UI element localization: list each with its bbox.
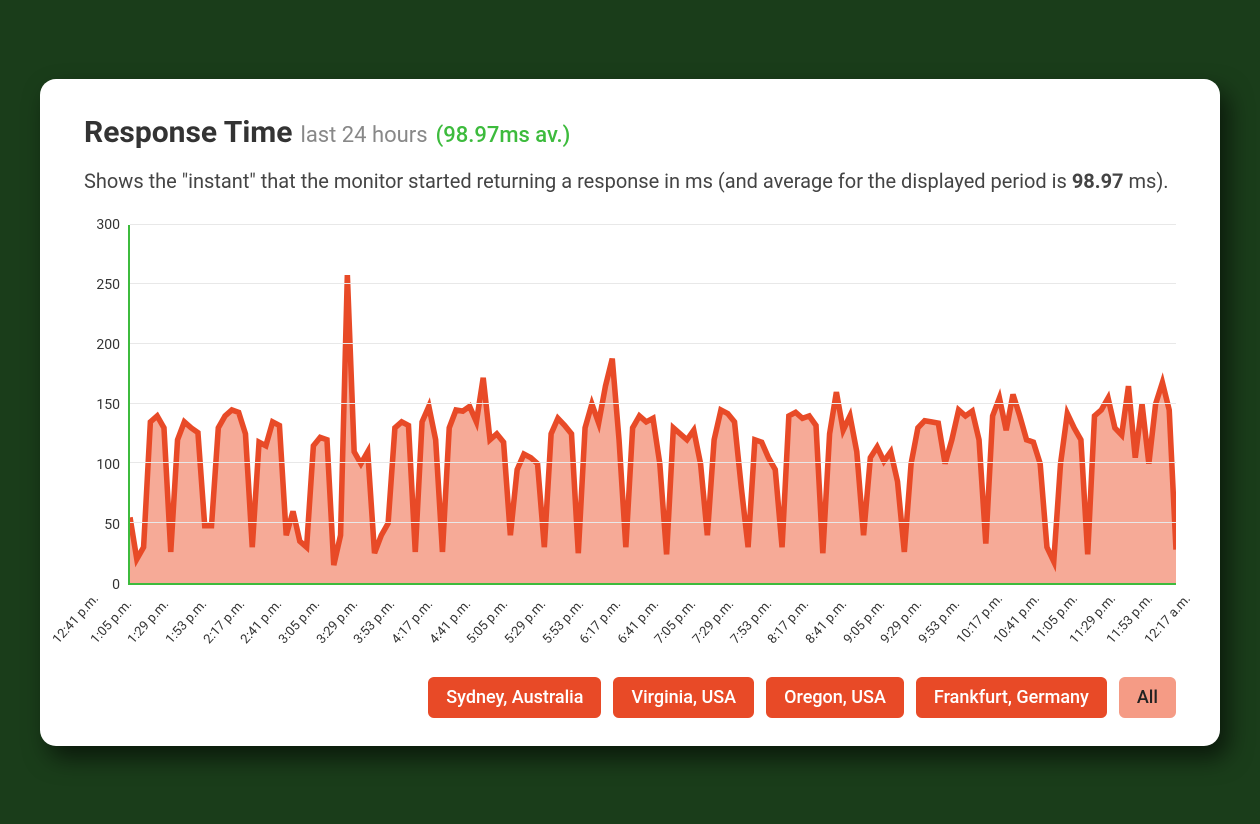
legend-button-oregon-usa[interactable]: Oregon, USA (766, 677, 904, 718)
y-tick-label: 250 (96, 277, 120, 293)
card-subtitle: last 24 hours (300, 123, 427, 148)
description-prefix: Shows the "instant" that the monitor sta… (84, 169, 1072, 193)
chart-svg (130, 225, 1176, 583)
legend-row: Sydney, Australia Virginia, USA Oregon, US… (84, 677, 1176, 718)
y-axis: 050100150200250300 (84, 225, 124, 585)
grid-line (130, 343, 1176, 344)
y-tick-label: 50 (104, 517, 120, 533)
legend-button-frankfurt-germany[interactable]: Frankfurt, Germany (916, 677, 1107, 718)
chart-area: 050100150200250300 (84, 225, 1176, 585)
header-row: Response Time last 24 hours (98.97ms av.… (84, 115, 1176, 150)
y-tick-label: 200 (96, 337, 120, 353)
grid-line (130, 522, 1176, 523)
legend-button-all[interactable]: All (1119, 677, 1176, 718)
grid-line (130, 224, 1176, 225)
legend-button-sydney-australia[interactable]: Sydney, Australia (428, 677, 601, 718)
legend-button-virginia-usa[interactable]: Virginia, USA (613, 677, 754, 718)
chart-plot[interactable] (128, 225, 1176, 585)
grid-line (130, 403, 1176, 404)
card-description: Shows the "instant" that the monitor sta… (84, 166, 1176, 197)
avg-label: (98.97ms av.) (436, 123, 571, 148)
description-value: 98.97 (1072, 169, 1124, 193)
card-title: Response Time (84, 115, 292, 150)
description-suffix: ms). (1124, 169, 1169, 193)
grid-line (130, 283, 1176, 284)
y-tick-label: 100 (96, 457, 120, 473)
response-time-card: Response Time last 24 hours (98.97ms av.… (40, 79, 1220, 746)
y-tick-label: 0 (112, 577, 120, 593)
grid-line (130, 462, 1176, 463)
x-axis: 12:41 p.m.1:05 p.m.1:29 p.m.1:53 p.m.2:1… (84, 593, 1176, 657)
y-tick-label: 150 (96, 397, 120, 413)
y-tick-label: 300 (96, 217, 120, 233)
